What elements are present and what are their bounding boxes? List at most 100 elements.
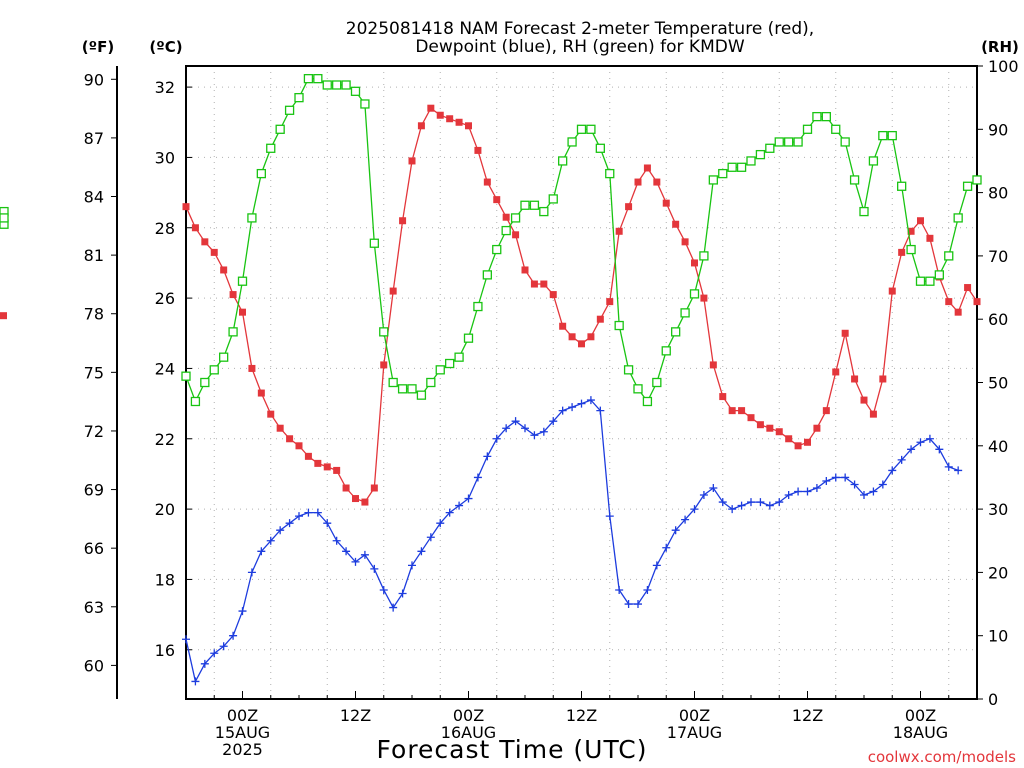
- dewpoint-point: [916, 438, 925, 447]
- temperature-point: [257, 389, 265, 397]
- temperature-point: [276, 424, 284, 432]
- temperature-point: [822, 407, 830, 415]
- dewpoint-point: [577, 399, 586, 408]
- rh-point: [237, 276, 248, 286]
- dewpoint-point: [709, 484, 718, 492]
- celsius-tick-label: 28: [155, 219, 175, 238]
- dewpoint-point: [888, 466, 897, 475]
- rh-tick-label: 90: [988, 120, 1008, 139]
- rh-point: [736, 162, 747, 172]
- dewpoint-point: [605, 512, 614, 521]
- rh-point: [228, 327, 238, 337]
- rh-tick-label: 0: [988, 690, 998, 709]
- rh-tick-label: 20: [988, 563, 1008, 582]
- rh-point: [200, 377, 210, 388]
- dewpoint-point: [681, 515, 690, 524]
- temperature-point: [399, 217, 407, 225]
- dewpoint-point: [389, 603, 398, 612]
- rh-point: [558, 156, 568, 166]
- fahrenheit-tick-label: 69: [84, 481, 104, 500]
- dewpoint-point: [323, 519, 332, 528]
- left-axis-fahrenheit: 60 63 66 69 72 75 78 81 84 87 90: [84, 66, 118, 699]
- rh-point: [426, 377, 436, 388]
- dewpoint-point: [549, 417, 558, 426]
- rh-point: [0, 213, 9, 223]
- temperature-point: [578, 340, 585, 348]
- temperature-point: [738, 407, 746, 415]
- temperature-point: [662, 199, 670, 207]
- dewpoint-point: [737, 501, 746, 510]
- celsius-tick-label: 20: [155, 500, 175, 519]
- dewpoint-point: [351, 557, 360, 566]
- dewpoint-point: [850, 480, 859, 489]
- dewpoint-point: [869, 487, 878, 496]
- temperature-point: [540, 280, 548, 288]
- x-tick-label: 12Z: [566, 706, 597, 725]
- celsius-tick-label: 30: [155, 148, 175, 167]
- dewpoint-series: [182, 396, 963, 686]
- dewpoint-point: [643, 585, 652, 594]
- temperature-point: [804, 438, 811, 446]
- temperature-point: [314, 459, 322, 467]
- dewpoint-point: [492, 434, 501, 443]
- dewpoint-point: [511, 417, 520, 426]
- rh-point: [548, 194, 558, 204]
- temperature-point: [239, 308, 246, 316]
- temperature-point: [691, 259, 698, 267]
- rh-point: [746, 156, 756, 166]
- dewpoint-point: [615, 585, 624, 594]
- temperature-series: [0, 104, 981, 506]
- temperature-point: [869, 410, 877, 418]
- temperature-point: [568, 333, 576, 341]
- temperature-point: [747, 414, 755, 422]
- rh-point: [623, 365, 634, 375]
- fahrenheit-tick-label: 84: [84, 188, 104, 207]
- dewpoint-point: [342, 547, 351, 556]
- rh-point: [492, 244, 502, 255]
- dewpoint-point: [276, 526, 285, 535]
- celsius-tick-label: 16: [155, 641, 175, 660]
- rh-point: [529, 200, 540, 210]
- rh-point: [397, 384, 408, 394]
- dewpoint-point: [285, 519, 294, 528]
- dewpoint-point: [822, 476, 831, 485]
- temperature-point: [596, 315, 604, 323]
- rh-point: [642, 396, 653, 407]
- rh-series: [0, 74, 982, 407]
- temperature-point: [973, 298, 981, 306]
- rh-point: [878, 130, 888, 141]
- x-tick-label: 00Z: [227, 706, 258, 725]
- dewpoint-point: [775, 498, 784, 507]
- dewpoint-point: [313, 508, 322, 517]
- dewpoint-point: [907, 445, 916, 454]
- temperature-point: [625, 203, 633, 211]
- dewpoint-point: [360, 550, 369, 559]
- rh-point: [350, 86, 361, 96]
- dewpoint-point: [200, 659, 209, 668]
- temperature-point: [248, 364, 256, 372]
- temperature-point: [898, 248, 906, 256]
- dewpoint-line: [185, 399, 959, 684]
- temperature-point: [785, 435, 793, 443]
- rh-point: [576, 124, 587, 134]
- temperature-point: [267, 410, 275, 418]
- temperature-point: [502, 213, 510, 221]
- fahrenheit-tick-label: 72: [84, 422, 104, 441]
- fahrenheit-tick-label: 81: [84, 246, 104, 265]
- temperature-point: [700, 294, 708, 302]
- rh-point: [341, 80, 351, 90]
- x-tick-label: 15AUG: [215, 723, 270, 742]
- rh-point: [435, 365, 445, 375]
- temperature-point: [719, 393, 727, 401]
- dewpoint-point: [944, 462, 953, 471]
- rh-point: [595, 143, 605, 153]
- rh-point: [463, 333, 474, 343]
- rh-point: [284, 105, 295, 115]
- temperature-point: [794, 442, 802, 450]
- dewpoint-point: [473, 473, 482, 482]
- dewpoint-point: [502, 424, 511, 433]
- x-tick-label: 00Z: [905, 706, 936, 725]
- rh-point: [266, 143, 276, 153]
- temperature-line: [185, 107, 978, 503]
